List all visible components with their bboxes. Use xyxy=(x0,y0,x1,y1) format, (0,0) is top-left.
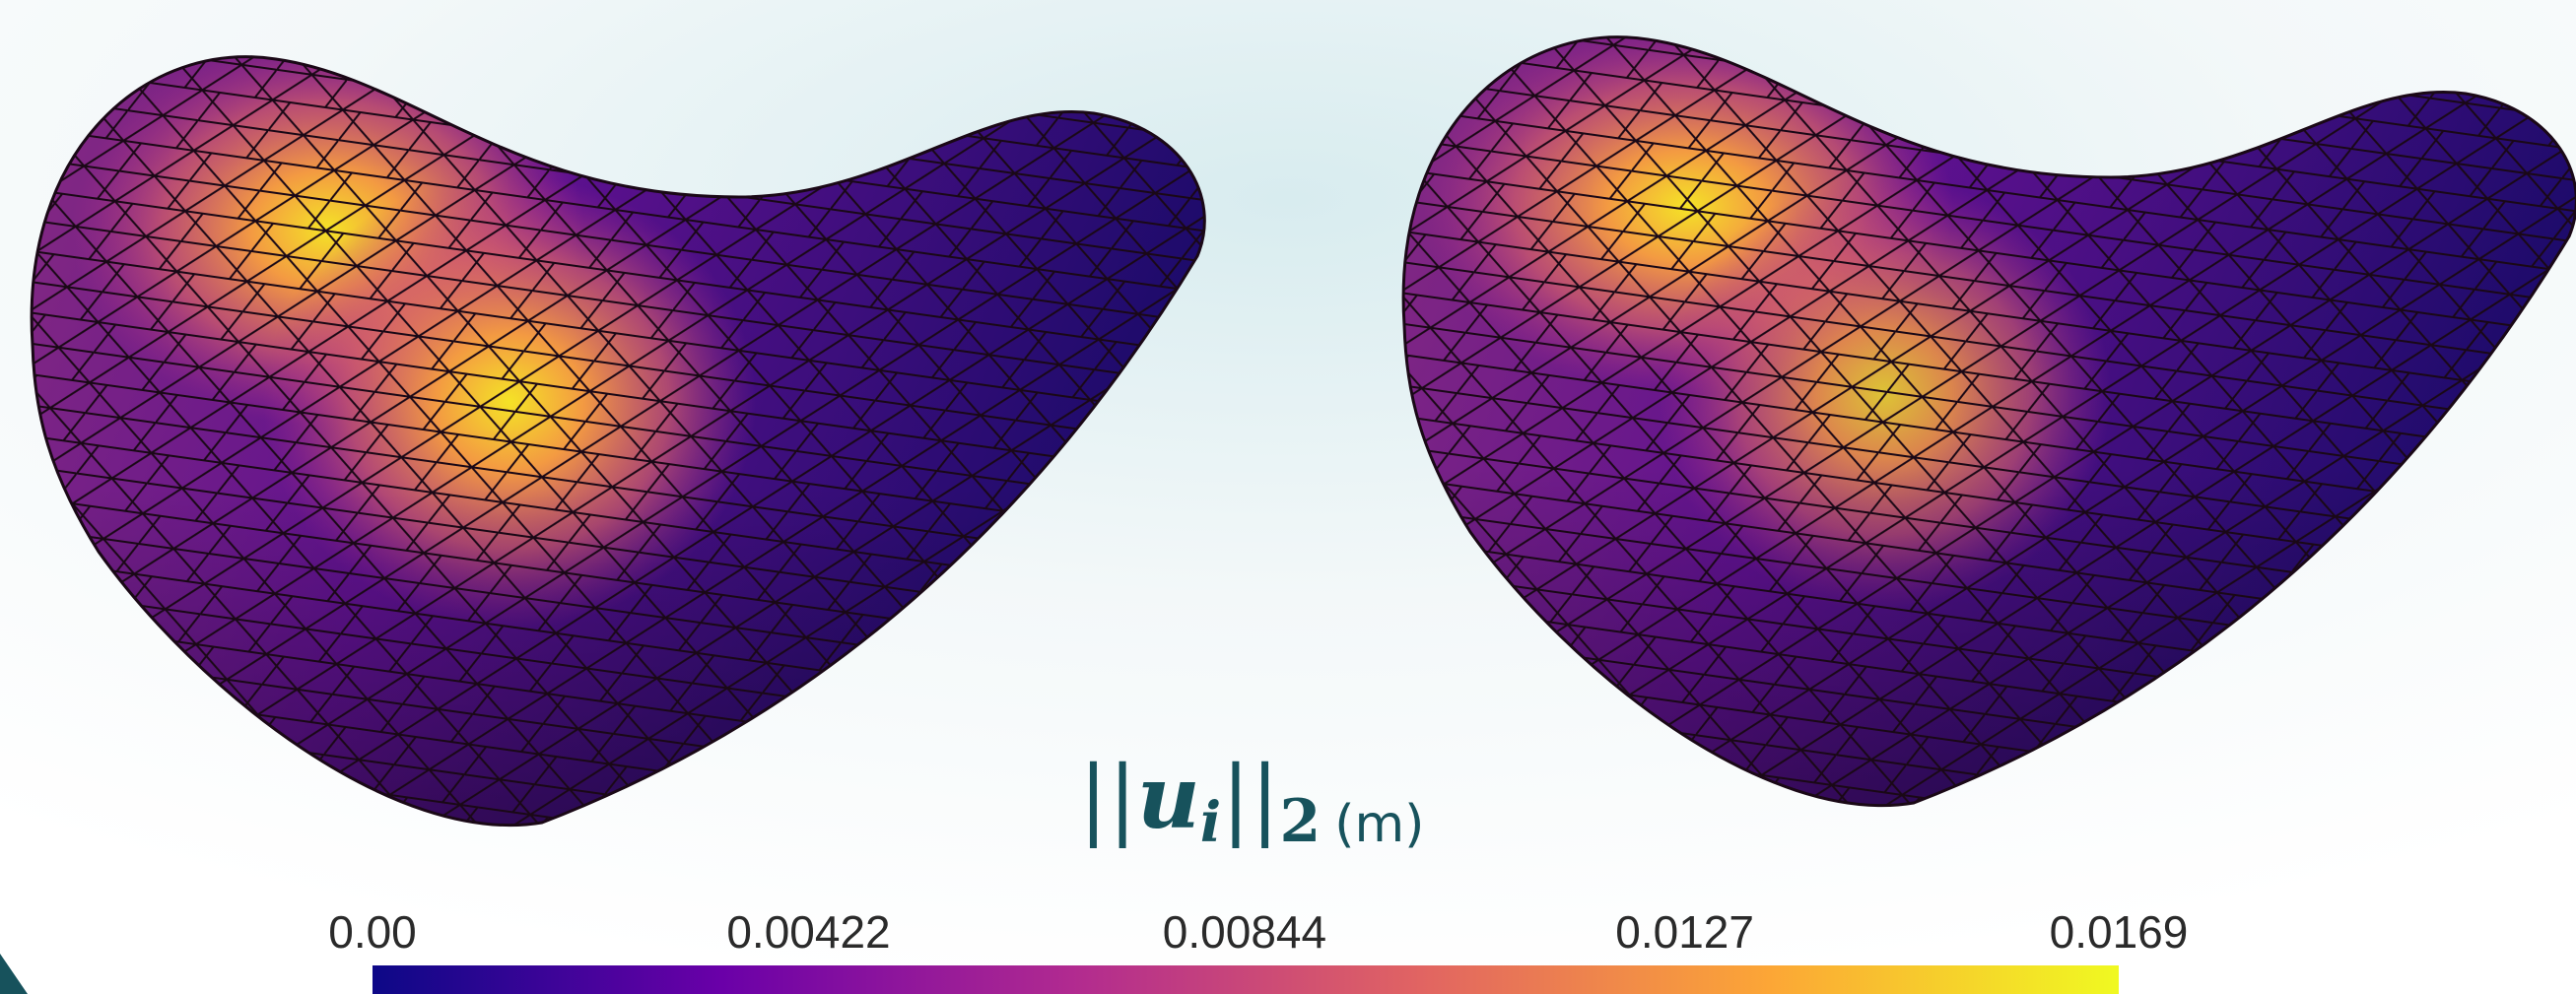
norm-order: 2 xyxy=(1279,787,1321,856)
norm-bar: || xyxy=(1079,747,1137,848)
colorbar xyxy=(373,965,2119,994)
tick-label: 0.00 xyxy=(328,906,417,958)
tick-label: 0.0169 xyxy=(2050,906,2189,958)
tick-label: 0.0127 xyxy=(1615,906,1754,958)
unit: (m) xyxy=(1334,795,1424,854)
visualization: ||ui||2(m) 0.000.004220.008440.01270.016… xyxy=(0,0,2576,994)
page: ||ui||2(m) 0.000.004220.008440.01270.016… xyxy=(0,0,2576,994)
tick-label: 0.00422 xyxy=(726,906,890,958)
tick-label: 0.00844 xyxy=(1163,906,1326,958)
norm-bar: || xyxy=(1221,747,1279,848)
variable: u xyxy=(1137,746,1200,848)
index: i xyxy=(1200,790,1221,855)
